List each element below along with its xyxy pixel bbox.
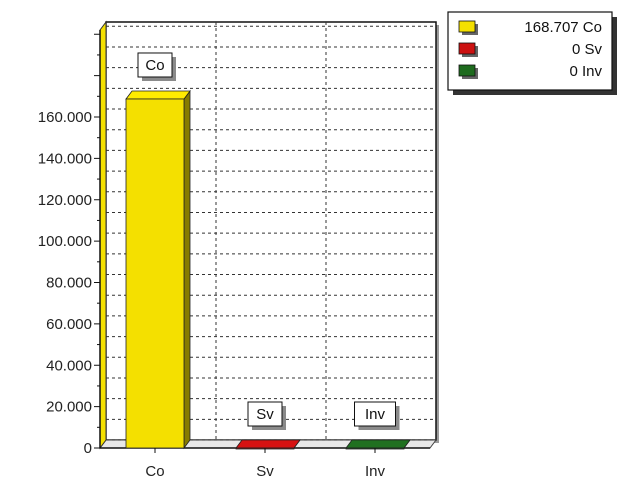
legend-item: 0 Inv — [458, 63, 602, 80]
bar-inv — [345, 439, 411, 450]
callout-box — [137, 52, 173, 78]
y-tick-label: 100.000 — [38, 233, 92, 250]
callout-co: Co — [137, 52, 176, 81]
callout-label: Co — [145, 57, 164, 74]
callout-label: Sv — [256, 406, 274, 423]
legend-label: 168.707 Co — [524, 19, 602, 36]
bar-top — [125, 90, 191, 100]
chart-bars — [125, 89, 411, 450]
bar-sv — [235, 439, 301, 450]
y-tick-label: 20.000 — [46, 399, 92, 416]
legend-label: 0 Sv — [572, 41, 603, 58]
bar-side — [183, 89, 191, 450]
y-tick-label: 0 — [84, 440, 92, 457]
callout-sv: Sv — [247, 401, 286, 430]
x-category-label: Co — [145, 463, 164, 480]
y-tick-label: 80.000 — [46, 275, 92, 292]
callout-box — [247, 401, 283, 427]
legend-swatch — [458, 20, 476, 33]
x-axis-labels: Co Sv Inv — [145, 448, 386, 480]
y-tick-label: 40.000 — [46, 357, 92, 374]
x-category-label: Inv — [365, 463, 386, 480]
legend-item: 168.707 Co — [458, 19, 602, 36]
callout-box — [354, 401, 396, 427]
y-axis-ticks: 0 20.000 40.000 60.000 80.000 100.000 120.000 1… — [38, 109, 92, 457]
legend-item: 0 Sv — [458, 41, 603, 58]
legend-swatch — [458, 64, 476, 77]
bar-co — [125, 89, 191, 450]
chart-callouts: Co Sv Inv — [137, 52, 400, 430]
x-category-label: Sv — [256, 463, 274, 480]
y-tick-label: 60.000 — [46, 316, 92, 333]
bar-front — [125, 98, 185, 449]
callout-inv: Inv — [354, 401, 400, 430]
y-tick-label: 140.000 — [38, 150, 92, 167]
left-side-wall — [99, 20, 107, 450]
callout-label: Inv — [365, 406, 386, 423]
legend-label: 0 Inv — [569, 63, 602, 80]
chart-legend: 168.707 Co 0 Sv 0 Inv — [447, 11, 617, 95]
bar-top — [235, 439, 301, 449]
bar-top — [345, 439, 411, 449]
y-tick-label: 120.000 — [38, 192, 92, 209]
legend-swatch — [458, 42, 476, 55]
y-tick-label: 160.000 — [38, 109, 92, 126]
